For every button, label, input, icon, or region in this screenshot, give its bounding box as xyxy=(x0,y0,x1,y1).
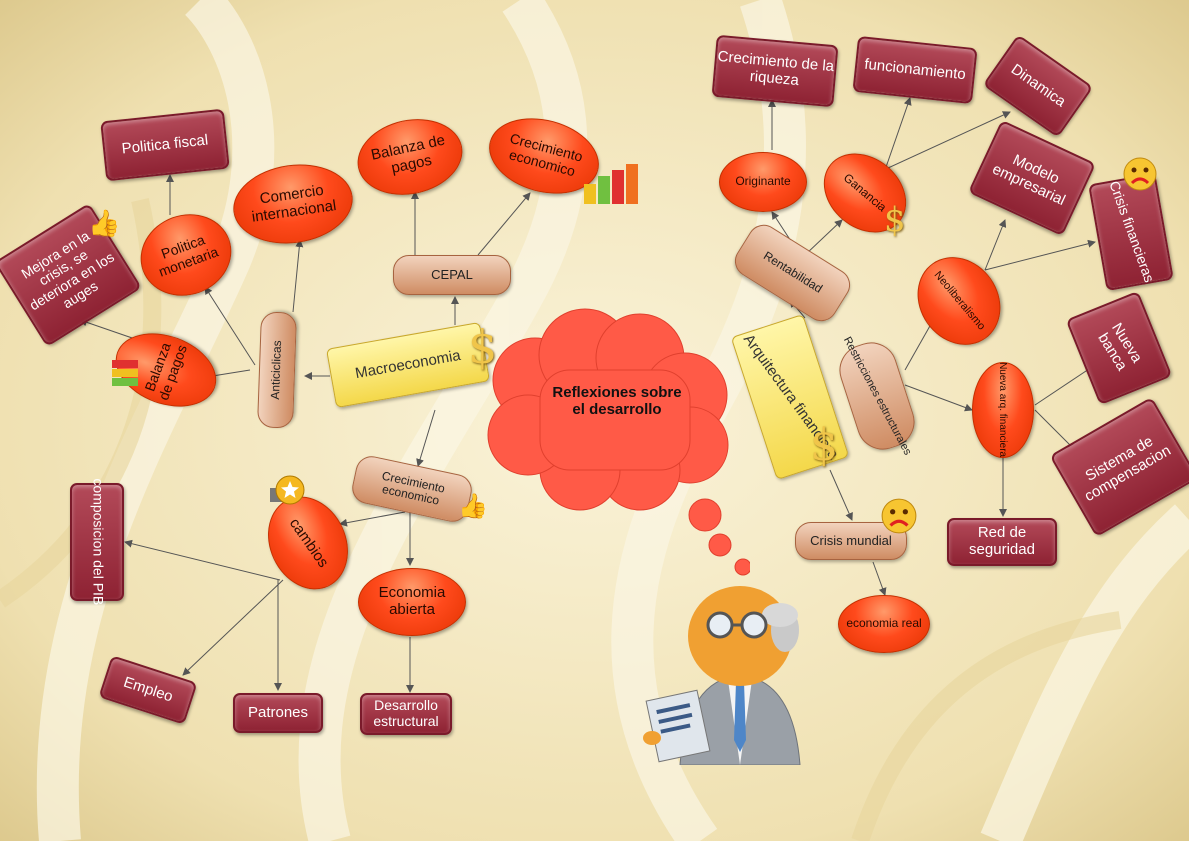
anticiclicas-node[interactable]: Anticiclicas xyxy=(256,311,298,429)
thinking-man-icon xyxy=(643,586,801,765)
thought-cloud xyxy=(487,308,750,576)
star-badge-icon xyxy=(270,475,305,505)
cambios-label: cambios xyxy=(285,514,332,571)
desarrollo-estructural-label: Desarrollo estructural xyxy=(373,697,439,729)
crecimiento-riqueza-node[interactable]: Crecimiento de la riqueza xyxy=(711,34,839,108)
sad-face-icon xyxy=(881,498,917,534)
dinamica-label: Dinamica xyxy=(1008,60,1070,111)
nueva-arq-financiera-label: Nueva arq. financiera xyxy=(997,362,1009,458)
politica-monetaria-label: Politica monetaria xyxy=(156,231,221,280)
thumbs-up-icon: 👍 xyxy=(88,208,121,238)
funcionamiento-label: funcionamiento xyxy=(863,55,967,83)
economia-real-label: economia real xyxy=(846,616,922,631)
dollar-icon: $ xyxy=(884,200,906,240)
composicion-pib-node[interactable]: composicion del PIB xyxy=(70,479,124,605)
cepal-label: CEPAL xyxy=(431,266,473,282)
modelo-empresarial-label: Modelo empresarial xyxy=(989,151,1068,210)
sad-face-icon xyxy=(1123,157,1157,191)
anticiclicas-label: Anticiclicas xyxy=(268,340,285,400)
crisis-mundial-label: Crisis mundial xyxy=(810,532,892,548)
crisis-financieras-label: Crisis financieras xyxy=(1106,178,1158,285)
economia-abierta-node[interactable]: Economia abierta xyxy=(358,568,466,636)
politica-fiscal-label: Politica fiscal xyxy=(120,131,209,158)
comercio-internacional-label: Comercio internacional xyxy=(250,181,338,226)
balanza-pagos-left-label: Balanza de pagos xyxy=(141,340,190,403)
originante-node[interactable]: Originante xyxy=(719,152,807,212)
empleo-label: Empleo xyxy=(121,673,176,706)
nueva-banca-label: Nueva banca xyxy=(1094,320,1146,374)
composicion-pib-label: composicion del PIB xyxy=(89,478,106,606)
bar-chart-icon xyxy=(112,360,138,386)
originante-label: Originante xyxy=(735,174,791,189)
neoliberalismo-label: Neoliberalismo xyxy=(931,269,988,333)
crecimiento-riqueza-label: Crecimiento de la riqueza xyxy=(716,48,835,90)
nueva-arq-financiera-node[interactable]: Nueva arq. financiera xyxy=(972,362,1034,458)
red-seguridad-node[interactable]: Red de seguridad xyxy=(947,518,1057,566)
central-topic[interactable]: Reflexiones sobre el desarrollo xyxy=(548,362,686,442)
macroeconomia-label: Macroeconomia xyxy=(353,346,462,382)
desarrollo-estructural-node[interactable]: Desarrollo estructural xyxy=(360,693,452,735)
patrones-node[interactable]: Patrones xyxy=(233,693,323,733)
thumbs-up-icon: 👍 xyxy=(458,493,488,520)
dollar-icon: $ xyxy=(810,420,838,471)
cepal-node[interactable]: CEPAL xyxy=(393,255,511,295)
rentabilidad-label: Rentabilidad xyxy=(760,248,825,297)
economia-real-node[interactable]: economia real xyxy=(838,595,930,653)
balanza-pagos-top-label: Balanza de pagos xyxy=(369,131,447,177)
economia-abierta-label: Economia abierta xyxy=(378,584,446,618)
ganancia-label: Ganancia xyxy=(841,170,890,215)
central-topic-label: Reflexiones sobre el desarrollo xyxy=(552,384,682,418)
dollar-icon: $ xyxy=(468,320,498,374)
red-seguridad-label: Red de seguridad xyxy=(969,524,1035,558)
patrones-label: Patrones xyxy=(247,703,309,721)
sistema-compensacion-label: Sistema de compensacion xyxy=(1081,432,1174,506)
bar-chart-icon xyxy=(584,164,638,204)
